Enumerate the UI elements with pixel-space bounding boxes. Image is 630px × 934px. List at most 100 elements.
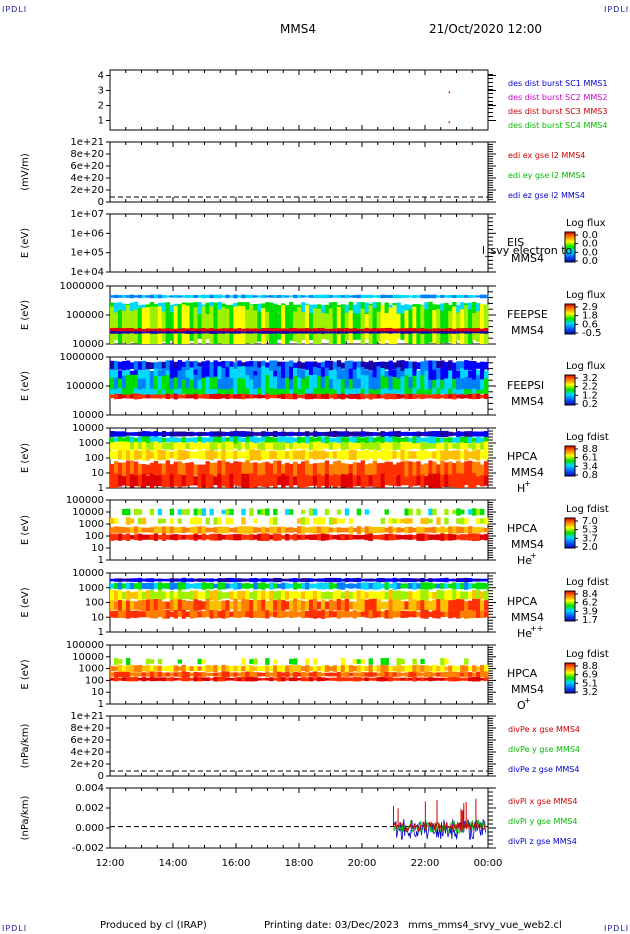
spectrogram-cell	[229, 591, 234, 600]
spectrogram-cell	[261, 366, 266, 389]
spectrogram-cell	[205, 583, 210, 589]
spectrogram-cell	[360, 294, 366, 299]
spectrogram-cell	[440, 526, 445, 534]
spectrogram-cell	[193, 307, 198, 344]
spectrogram-cell	[448, 431, 453, 437]
spectrogram-cell	[261, 450, 266, 460]
spectrogram-cell	[444, 666, 449, 671]
spectrogram-cell	[285, 307, 290, 344]
spectrogram-cell	[404, 583, 409, 589]
spectrogram-cell	[225, 461, 230, 479]
spectrogram-cell	[484, 583, 489, 589]
spectrogram-cell	[416, 362, 421, 370]
spectrogram-cell	[153, 394, 159, 399]
spectrogram-cell	[384, 476, 389, 486]
spectrogram-cell	[265, 389, 270, 395]
spectrogram-cell	[205, 294, 210, 298]
spectrogram-cell	[273, 394, 278, 399]
spectrogram-cell	[285, 527, 290, 533]
spectrogram-cell	[137, 672, 143, 677]
spectrogram-cell	[464, 609, 469, 619]
spectrogram-hpca_h	[110, 430, 489, 488]
spectrogram-cell	[165, 360, 171, 372]
colorbar-tick-label: 6.9	[582, 670, 598, 681]
spectrogram-cell	[205, 328, 210, 332]
spectrogram-cell	[444, 430, 449, 438]
spectrogram-cell	[289, 443, 294, 449]
spectrogram-cell	[424, 463, 429, 477]
spectrogram-cell	[304, 591, 310, 600]
spectrogram-cell	[125, 508, 131, 516]
spectrogram-cell	[197, 578, 202, 582]
spectrogram-cell	[420, 677, 425, 682]
x-tick-label: 14:00	[159, 858, 188, 869]
spectrogram-cell	[344, 671, 350, 678]
spectrogram-cell	[201, 450, 206, 460]
spectrogram-cell	[285, 331, 290, 334]
spectrogram-cell	[297, 443, 302, 449]
spectrogram-cell	[185, 600, 190, 611]
spectrogram-cell	[448, 443, 453, 449]
spectrogram-cell	[261, 389, 266, 395]
spectrogram-cell	[440, 474, 445, 487]
spectrogram-cell	[133, 677, 139, 682]
spectrogram-cell	[189, 677, 194, 681]
spectrogram-cell	[281, 305, 286, 344]
spectrogram-cell	[145, 331, 151, 334]
spectrogram-cell	[348, 295, 354, 298]
spectrogram-cell	[300, 461, 306, 479]
spectrogram-cell	[229, 366, 234, 388]
spectrogram-cell	[416, 589, 421, 602]
spectrogram-cell	[400, 672, 405, 677]
spectrogram-cell	[472, 367, 477, 387]
spectrogram-cell	[364, 362, 370, 370]
spectrogram-cell	[420, 610, 425, 619]
spectrogram-cell	[277, 671, 282, 678]
spectrogram-cell	[308, 361, 314, 370]
spectrogram-cell	[149, 610, 155, 619]
spectrogram-cell	[237, 677, 242, 682]
spacecraft-label: MMS4	[511, 252, 544, 265]
spectrogram-cell	[344, 677, 350, 682]
spectrogram-cell	[400, 600, 405, 610]
spectrogram-cell	[173, 431, 179, 437]
spectrogram-cell	[480, 578, 485, 582]
spectrogram-cell	[113, 450, 119, 460]
spectrogram-cell	[404, 431, 409, 437]
spectrogram-cell	[297, 450, 302, 460]
spectrogram-cell	[293, 437, 298, 443]
spectrogram-cell	[217, 388, 222, 395]
spectrogram-cell	[201, 591, 206, 600]
spectrogram-cell	[169, 328, 175, 332]
spectrogram-cell	[277, 610, 282, 619]
spectrogram-cell	[460, 677, 465, 681]
spectrogram-cell	[332, 361, 338, 370]
y-tick-label: 8e+20	[70, 149, 104, 160]
spectrogram-cell	[420, 582, 425, 590]
panel-burst	[106, 69, 496, 131]
spectrogram-cell	[165, 442, 171, 450]
spectrogram-cell	[233, 672, 238, 677]
spectrogram-cell	[213, 330, 218, 334]
spectrogram-cell	[308, 436, 314, 444]
spectrogram-cell	[277, 394, 282, 399]
spectrogram-cell	[312, 450, 318, 460]
spectrogram-cell	[452, 443, 457, 449]
colorbar-tick-label: 8.8	[582, 444, 598, 455]
spectrogram-cell	[289, 610, 294, 618]
spectrogram-cell	[157, 442, 163, 450]
colorbar-title: Log fdist	[566, 649, 609, 660]
spectrogram-cell	[265, 533, 270, 542]
spectrogram-cell	[420, 441, 425, 451]
spectrogram-cell	[169, 464, 175, 476]
spectrogram-cell	[464, 461, 469, 479]
colorbar-tick-label: 8.4	[582, 589, 598, 600]
spectrogram-cell	[185, 677, 190, 682]
spectrogram-cell	[297, 368, 302, 387]
spectrogram-cell	[237, 601, 242, 610]
spectrogram-cell	[197, 672, 202, 677]
spectrogram-cell	[285, 389, 290, 394]
spectrogram-cell	[476, 590, 481, 601]
spectrogram-cell	[181, 599, 186, 612]
spectrogram-cell	[352, 591, 358, 600]
